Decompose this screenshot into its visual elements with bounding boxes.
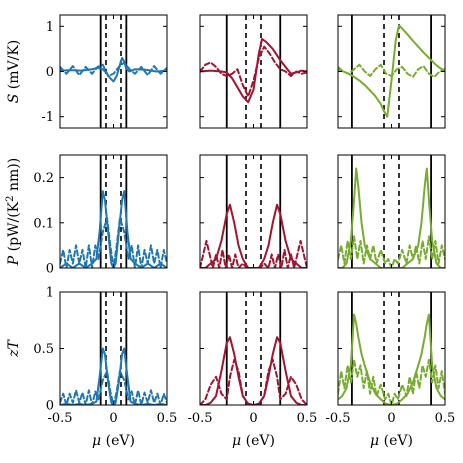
- y-tick-label: 0: [46, 65, 54, 80]
- x-tick-label: 0: [387, 411, 395, 426]
- x-tick-label: 0.5: [157, 411, 178, 426]
- series-dashed-line: [200, 239, 307, 268]
- panel-S-1: [59, 14, 168, 129]
- series-dashed-line: [200, 358, 307, 405]
- series-solid-line: [338, 24, 445, 118]
- series-dashed-line: [60, 217, 167, 268]
- series-dashed-line: [338, 235, 445, 268]
- y-tick-label: -1: [41, 110, 54, 125]
- panel-P-3: [337, 154, 446, 269]
- series-dashed-line: [60, 370, 167, 405]
- x-tick-label: 0: [249, 411, 257, 426]
- panel-P-1: [59, 154, 168, 269]
- x-axis-label-2: μ (eV): [232, 433, 275, 449]
- panel-zT-3: [337, 291, 446, 406]
- series-solid-line: [60, 347, 167, 405]
- x-axis-label-1: μ (eV): [92, 433, 135, 449]
- y-tick-label: 0.2: [33, 171, 54, 186]
- y-axis-label-S: S (mV/K): [6, 40, 22, 104]
- series-solid-line: [200, 37, 307, 104]
- series-solid-line: [200, 203, 307, 268]
- series-solid-line: [200, 336, 307, 405]
- series-solid-line: [338, 167, 445, 268]
- x-tick-label: -0.5: [47, 411, 72, 426]
- y-tick-label: 0: [46, 399, 54, 414]
- y-tick-label: 1: [46, 286, 54, 301]
- x-tick-label: 0.5: [435, 411, 456, 426]
- y-axis-label-zT: zT: [6, 338, 22, 357]
- series-dashed-line: [338, 358, 445, 405]
- x-axis-label-3: μ (eV): [370, 433, 413, 449]
- panel-zT-2: [199, 291, 308, 406]
- series-solid-line: [60, 56, 167, 83]
- x-tick-label: -0.5: [187, 411, 212, 426]
- axes-frame: [199, 291, 308, 406]
- series-solid-line: [60, 190, 167, 268]
- axes-frame: [59, 291, 168, 406]
- panels-layer: [59, 14, 446, 406]
- series-dashed-line: [200, 45, 307, 98]
- series-dashed-line: [60, 61, 167, 78]
- panel-S-2: [199, 14, 308, 129]
- x-tick-label: -0.5: [325, 411, 350, 426]
- labels-layer: -1 0 1 S (mV/K) 0 0.1 0.2 P (pW/(K2 nm)) 0 0.5 1 -0…: [5, 20, 455, 449]
- y-tick-label: 0.5: [33, 342, 54, 357]
- y-axis-label-P: P (pW/(K2 nm)): [5, 158, 22, 266]
- axes-frame: [199, 154, 308, 269]
- x-tick-label: 0.5: [297, 411, 318, 426]
- series-solid-line: [338, 313, 445, 405]
- panel-zT-1: [59, 291, 168, 406]
- y-tick-label: 0: [46, 262, 54, 277]
- panel-S-3: [337, 14, 446, 129]
- x-tick-label: 0: [109, 411, 117, 426]
- y-tick-label: 1: [46, 20, 54, 35]
- axes-frame: [337, 291, 446, 406]
- panel-P-2: [199, 154, 308, 269]
- y-tick-label: 0.1: [33, 216, 54, 231]
